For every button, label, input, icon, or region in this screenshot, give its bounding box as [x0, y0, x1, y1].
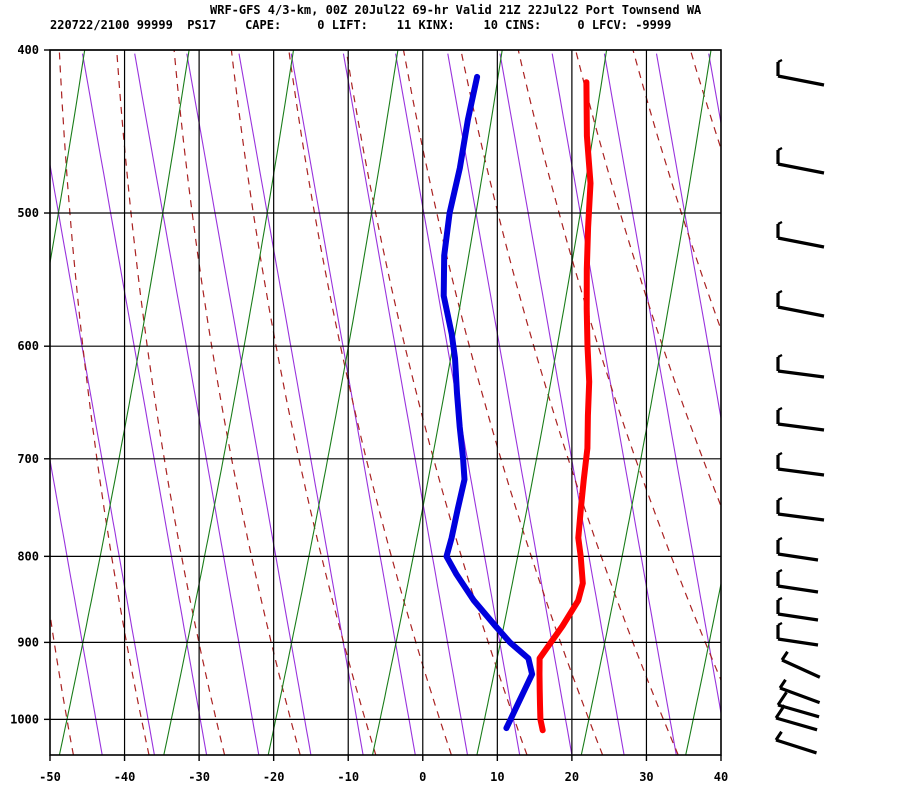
wind-barb — [774, 704, 818, 732]
x-tick-label: -10 — [337, 770, 359, 784]
wind-barb — [778, 678, 821, 705]
wind-barb — [776, 407, 825, 432]
wind-barb — [776, 537, 819, 562]
wind-barb — [776, 59, 825, 87]
x-tick-label: 10 — [490, 770, 504, 784]
x-tick-label: 40 — [714, 770, 728, 784]
wind-barb — [776, 569, 819, 594]
y-tick-label: 1000 — [10, 712, 39, 726]
wind-barb — [776, 452, 825, 477]
wind-barb — [780, 650, 821, 679]
axis-ticks — [44, 49, 722, 761]
wind-barb — [776, 497, 825, 522]
temperature-curve — [536, 79, 594, 734]
moist-adiabat-lines — [50, 50, 721, 755]
y-tick-label: 600 — [17, 339, 39, 353]
x-tick-label: -40 — [114, 770, 136, 784]
x-tick-label: 20 — [565, 770, 579, 784]
wind-barb — [776, 597, 819, 622]
x-axis-tick-labels: -50 -40 -30 -20 -10 0 10 20 30 40 — [39, 770, 728, 784]
dewpoint-curve — [440, 73, 536, 732]
y-axis-tick-labels: 400 500 600 700 800 900 1000 — [10, 43, 39, 726]
sounding-indices-line: 220722/2100 99999 PS17 CAPE: 0 LIFT: 11 … — [50, 18, 672, 32]
dry-adiabat-lines — [50, 50, 721, 755]
wind-barb — [776, 147, 825, 175]
x-tick-label: -20 — [263, 770, 285, 784]
x-tick-label: 30 — [639, 770, 653, 784]
wind-barb — [776, 354, 825, 379]
grid-lines — [50, 49, 721, 755]
wind-barb — [776, 221, 825, 249]
wind-barb — [776, 290, 825, 318]
wind-barb — [776, 622, 819, 647]
y-tick-label: 800 — [17, 549, 39, 563]
y-tick-label: 700 — [17, 452, 39, 466]
wind-barb — [774, 730, 818, 755]
y-tick-label: 500 — [17, 206, 39, 220]
page-title: WRF-GFS 4/3-km, 00Z 20Jul22 69-hr Valid … — [210, 3, 702, 17]
x-tick-label: -30 — [188, 770, 210, 784]
plot-frame — [49, 49, 722, 756]
wind-barb-column — [774, 59, 825, 755]
x-tick-label: 0 — [419, 770, 426, 784]
x-tick-label: -50 — [39, 770, 61, 784]
y-tick-label: 900 — [17, 635, 39, 649]
y-tick-label: 400 — [17, 43, 39, 57]
